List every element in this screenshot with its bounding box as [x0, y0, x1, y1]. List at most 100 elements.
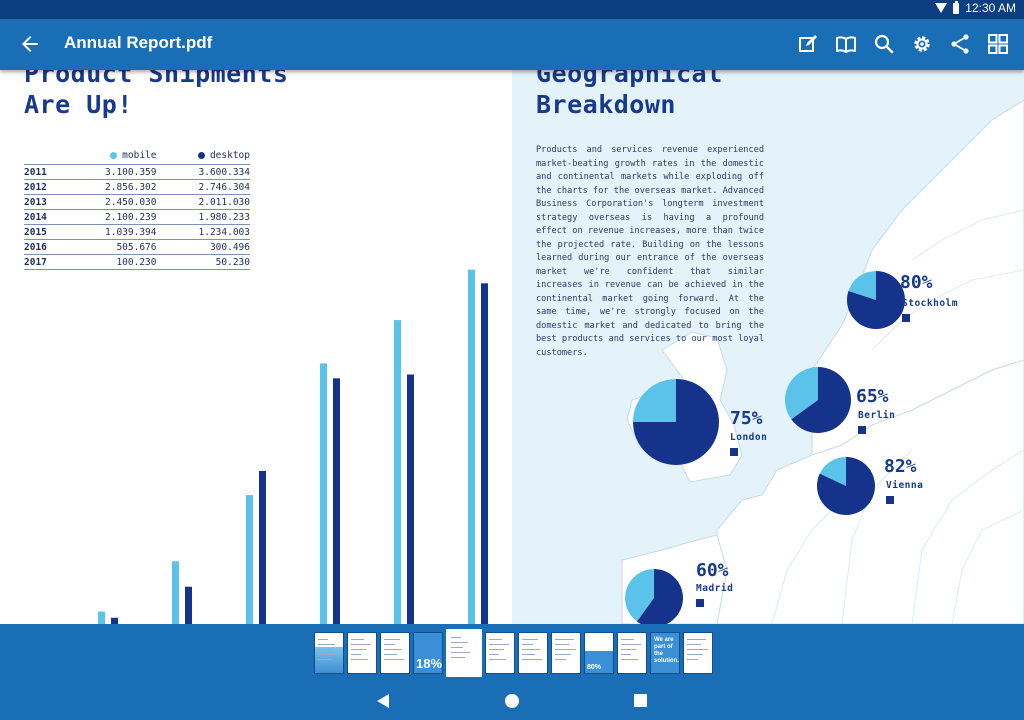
- page-thumbnail[interactable]: [617, 632, 647, 674]
- thumbnail-line: [351, 644, 371, 645]
- heading-line-1: Product Shipments: [24, 70, 289, 88]
- pie-slice-minor: [785, 367, 818, 420]
- thumbnail-line: [522, 654, 535, 655]
- nav-recents-icon[interactable]: [634, 694, 647, 707]
- bar-desktop-2014: [333, 378, 340, 624]
- thumbnail-line: [489, 659, 506, 660]
- pie-slice-minor: [819, 457, 846, 486]
- table-header-row: mobile desktop: [24, 150, 250, 165]
- thumbnail-line: [687, 644, 701, 645]
- battery-icon: [953, 0, 960, 14]
- thumbnail-line: [621, 649, 636, 650]
- pie-label: 82% Vienna: [884, 456, 923, 504]
- cell-mobile: 2.450.030: [64, 194, 157, 210]
- bar-mobile-2014: [320, 363, 327, 624]
- cell-desktop: 2.746.304: [156, 179, 250, 195]
- thumbnail-line: [384, 639, 400, 640]
- cell-desktop: 3.600.334: [156, 164, 250, 180]
- bar-desktop-2013: [259, 470, 266, 624]
- bar-desktop-2016: [481, 283, 488, 624]
- thumbnail-line: [621, 654, 631, 655]
- shipments-table: mobile desktop 2011 3.100.359 3.600.334 201…: [24, 150, 250, 270]
- thumbnail-line: [522, 639, 538, 640]
- pie-london: 75% London: [633, 379, 767, 465]
- pie-slice-minor: [633, 379, 676, 422]
- app-bar: Annual Report.pdf: [0, 19, 1024, 70]
- thumbnail-line: [522, 659, 542, 660]
- city-marker: [886, 496, 894, 504]
- thumbnail-line: [451, 647, 463, 648]
- thumbnail-line: [687, 639, 706, 640]
- pie-slice-major: [847, 271, 906, 330]
- page-thumbnail[interactable]: [518, 632, 548, 674]
- thumbnail-line: [451, 657, 465, 658]
- bar-desktop-2011: [111, 617, 118, 624]
- bar-mobile-2012: [172, 561, 179, 624]
- thumbnail-line: [555, 649, 576, 650]
- thumbnail-line: [489, 649, 504, 650]
- mobile-legend-dot: [110, 152, 118, 159]
- nav-home-icon[interactable]: [505, 694, 519, 708]
- heading-line-2: Breakdown: [536, 90, 676, 119]
- cell-year: 2012: [24, 179, 64, 195]
- pie-percent-label: 80%: [900, 272, 933, 293]
- shipments-bar-chart: [98, 269, 488, 624]
- edit-icon[interactable]: [796, 32, 820, 56]
- thumbnail-line: [318, 644, 335, 645]
- status-time: 12:30 AM: [965, 1, 1016, 15]
- table-header-mobile: mobile: [64, 150, 157, 165]
- page-thumbnail[interactable]: [347, 632, 377, 674]
- page-thumbnail[interactable]: We are part of the solution.: [650, 632, 680, 674]
- search-icon[interactable]: [872, 32, 896, 56]
- document-viewer[interactable]: Product Shipments Are Up! mobile desktop…: [0, 70, 1024, 624]
- thumbnail-line: [555, 644, 569, 645]
- page-thumbnail[interactable]: [314, 632, 344, 674]
- share-icon[interactable]: [948, 32, 972, 56]
- thumbnail-text: We are part of the solution.: [654, 637, 679, 664]
- table-header-desktop: desktop: [156, 150, 250, 165]
- pie-slice-major: [817, 457, 875, 515]
- document-title: Annual Report.pdf: [64, 33, 213, 52]
- pie-charts: 80% Stockholm 75% London 65% Berlin 82% Vienna 6…: [625, 271, 957, 624]
- grid-icon[interactable]: [986, 32, 1010, 56]
- thumbnail-line: [384, 644, 395, 645]
- thumbnail-line: [621, 644, 641, 645]
- cell-desktop: 1.234.003: [156, 224, 250, 240]
- bar-mobile-2013: [246, 495, 253, 624]
- pie-percent-label: 60%: [696, 560, 729, 581]
- book-icon[interactable]: [834, 32, 858, 56]
- table-row: 2012 2.856.302 2.746.304: [24, 179, 250, 195]
- cell-desktop: 50.230: [156, 254, 250, 270]
- pie-slice-major: [791, 367, 851, 433]
- page-thumbnail[interactable]: 18%: [413, 632, 443, 674]
- wifi-icon: [935, 3, 948, 13]
- page-thumbnail[interactable]: 80%: [584, 632, 614, 674]
- cell-mobile: 2.856.302: [64, 179, 157, 195]
- pie-city-label: London: [730, 432, 767, 443]
- page-thumbnail[interactable]: [683, 632, 713, 674]
- cell-year: 2013: [24, 194, 64, 210]
- pie-slice-minor: [625, 569, 654, 622]
- thumbnail-line: [621, 659, 638, 660]
- page-thumbnail[interactable]: [551, 632, 581, 674]
- thumbnail-line: [351, 639, 364, 640]
- page-thumbnail[interactable]: [446, 629, 482, 677]
- cell-year: 2014: [24, 209, 64, 225]
- thumbnail-line: [621, 639, 634, 640]
- bar-mobile-2016: [468, 269, 475, 624]
- page-thumbnail[interactable]: [380, 632, 410, 674]
- nav-back-icon[interactable]: [377, 694, 389, 708]
- table-row: 2015 1.039.394 1.234.003: [24, 224, 250, 240]
- thumbnail-line: [522, 649, 540, 650]
- cell-year: 2017: [24, 254, 64, 270]
- cell-mobile: 2.100.239: [64, 209, 157, 225]
- gear-icon[interactable]: [910, 32, 934, 56]
- thumbnail-line: [451, 652, 470, 653]
- mobile-legend-label: mobile: [122, 150, 157, 161]
- city-marker: [696, 599, 704, 607]
- page-thumbnail[interactable]: [485, 632, 515, 674]
- cell-year: 2011: [24, 164, 64, 180]
- thumbnail-list: 18% 80% We are part of the solution.: [314, 629, 713, 677]
- pie-label: 65% Berlin: [856, 386, 895, 434]
- back-arrow-icon[interactable]: [18, 32, 42, 56]
